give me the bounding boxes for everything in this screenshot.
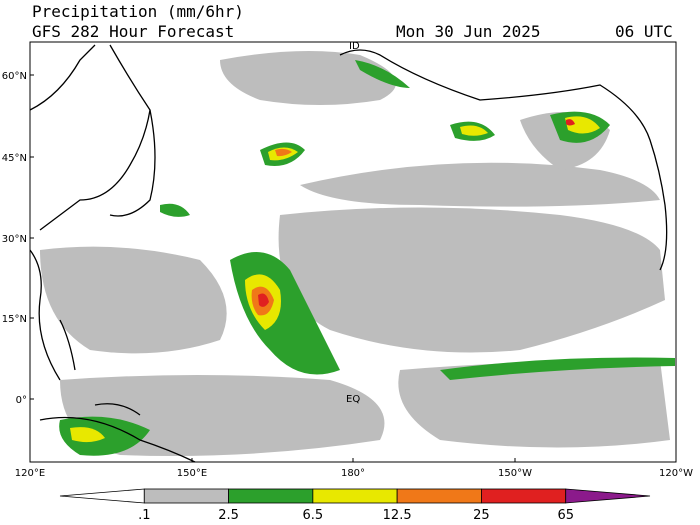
colorbar-segment xyxy=(312,488,398,504)
lat-label: 0° xyxy=(16,395,27,406)
colorbar-label: .1 xyxy=(138,508,150,523)
subtitle: GFS 282 Hour Forecast xyxy=(32,22,234,41)
title: Precipitation (mm/6hr) xyxy=(32,2,244,21)
colorbar-label: 2.5 xyxy=(218,508,239,523)
colorbar-label: 12.5 xyxy=(383,508,412,523)
equator-label: EQ xyxy=(346,394,360,405)
lon-labels: 120°E 150°E 180° 150°W 120°W xyxy=(15,458,693,479)
colorbar-segment xyxy=(228,488,314,504)
lat-label: 30°N xyxy=(2,234,27,245)
colorbar-segment xyxy=(143,488,229,504)
lat-label: 15°N xyxy=(2,314,27,325)
date: Mon 30 Jun 2025 xyxy=(396,22,541,41)
lon-label: 120°W xyxy=(659,468,693,479)
lat-labels: 60°N 45°N 30°N 15°N 0° xyxy=(2,71,34,406)
colorbar-label: 6.5 xyxy=(303,508,324,523)
precip-light xyxy=(40,51,670,456)
coastlines xyxy=(29,44,668,463)
colorbar-cap xyxy=(59,488,145,504)
colorbar-segment xyxy=(481,488,567,504)
time: 06 UTC xyxy=(615,22,673,41)
lon-label: 150°W xyxy=(498,468,532,479)
colorbar-label: 25 xyxy=(473,508,490,523)
lon-label: 180° xyxy=(341,468,365,479)
precip-heavy xyxy=(70,116,600,443)
lon-label: 120°E xyxy=(15,468,45,479)
colorbar-segment xyxy=(396,488,482,504)
lat-label: 60°N xyxy=(2,71,27,82)
map: ID EQ xyxy=(29,41,677,463)
colorbar-label: 65 xyxy=(557,508,574,523)
lon-label: 150°E xyxy=(177,468,207,479)
lat-label: 45°N xyxy=(2,153,27,164)
colorbar-cap xyxy=(565,488,651,504)
dateline-label: ID xyxy=(349,41,360,52)
colorbar: .1 2.5 6.5 12.5 25 65 xyxy=(59,488,651,523)
